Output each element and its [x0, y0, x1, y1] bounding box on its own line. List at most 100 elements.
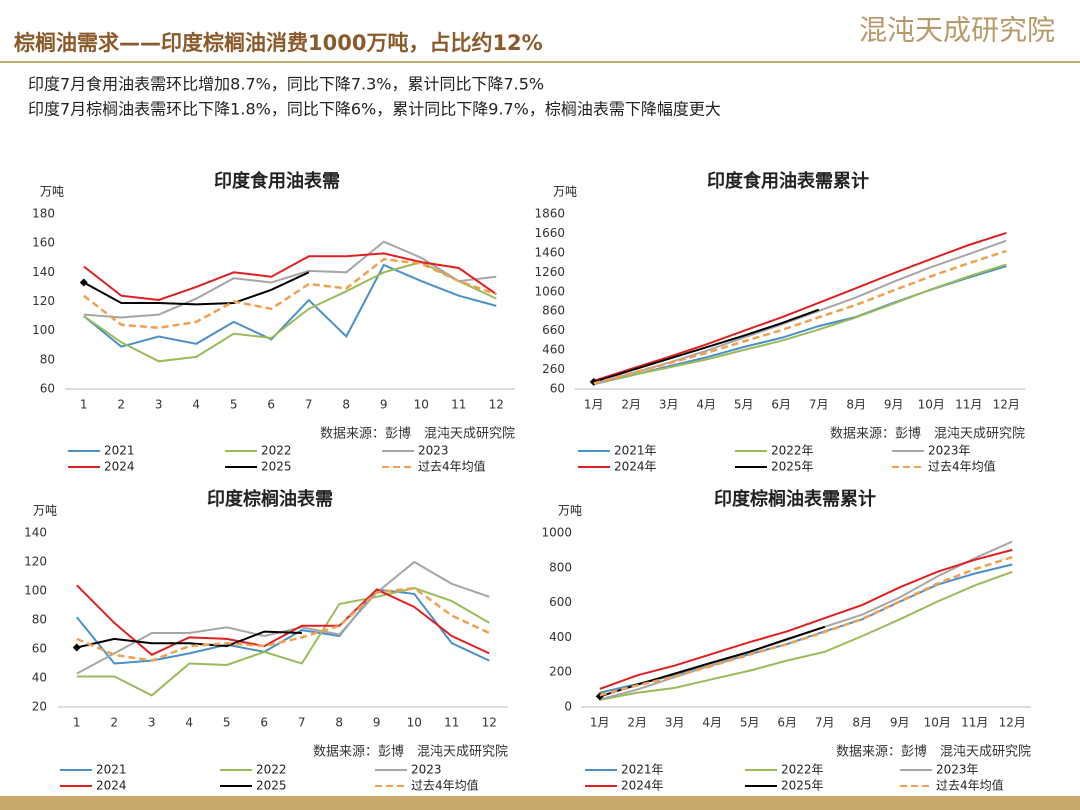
slide-title: 棕榈油需求——印度棕榈油消费1000万吨，占比约12%: [14, 31, 543, 55]
y-tick-label: 80: [40, 352, 55, 366]
x-tick-label: 10月: [918, 398, 945, 412]
y-tick-label: 1660: [534, 226, 565, 240]
legend-label: 2022: [256, 763, 287, 777]
x-tick-label: 9: [373, 716, 381, 730]
x-tick-label: 4月: [696, 398, 716, 412]
x-tick-label: 8: [335, 716, 343, 730]
chart-title: 印度棕榈油表需: [207, 488, 333, 510]
x-tick-label: 4: [185, 716, 193, 730]
legend-label: 2023: [418, 444, 449, 458]
chart-title: 印度食用油表需累计: [707, 170, 869, 192]
x-tick-label: 1月: [584, 398, 604, 412]
legend-label: 过去4年均值: [411, 778, 479, 793]
y-tick-label: 40: [32, 671, 47, 685]
y-tick-label: 400: [549, 630, 572, 644]
y-unit: 万吨: [553, 185, 577, 199]
marker: [79, 278, 88, 287]
source: 数据来源：彭博 混沌天成研究院: [836, 745, 1031, 760]
y-tick-label: 20: [32, 700, 47, 714]
x-tick-label: 2: [110, 716, 118, 730]
x-tick-label: 3月: [659, 398, 679, 412]
y-tick-label: 460: [542, 343, 565, 357]
x-tick-label: 3: [155, 398, 163, 412]
series-line: [593, 231, 1007, 382]
x-tick-label: 4月: [702, 716, 722, 730]
y-tick-label: 100: [24, 584, 47, 598]
y-tick-label: 120: [24, 555, 47, 569]
source: 数据来源：彭博 混沌天成研究院: [320, 427, 515, 442]
x-tick-label: 5: [223, 716, 231, 730]
y-tick-label: 140: [32, 265, 55, 279]
x-tick-label: 1: [80, 398, 88, 412]
y-tick-label: 60: [32, 642, 47, 656]
x-tick-label: 7: [298, 716, 306, 730]
x-tick-label: 7: [305, 398, 313, 412]
legend-label: 2023年: [928, 444, 971, 458]
x-tick-label: 10: [407, 716, 422, 730]
x-tick-label: 2: [117, 398, 125, 412]
source: 数据来源：彭博 混沌天成研究院: [830, 427, 1025, 442]
series-line: [76, 630, 302, 649]
series-line: [593, 249, 1007, 385]
x-tick-label: 6月: [777, 716, 797, 730]
legend-label: 过去4年均值: [928, 459, 996, 474]
x-tick-label: 6月: [771, 398, 791, 412]
series-line: [599, 540, 1013, 701]
y-tick-label: 860: [542, 304, 565, 318]
series-line: [599, 570, 1013, 701]
y-tick-label: 260: [542, 362, 565, 376]
x-tick-label: 5月: [734, 398, 754, 412]
series-line: [593, 308, 820, 383]
y-tick-label: 100: [32, 323, 55, 337]
y-tick-label: 180: [32, 207, 55, 221]
y-tick-label: 600: [549, 595, 572, 609]
x-tick-label: 12月: [999, 716, 1026, 730]
y-tick-label: 660: [542, 323, 565, 337]
x-tick-label: 8月: [852, 716, 872, 730]
y-tick-label: 60: [40, 382, 55, 396]
legend-label: 2021年: [614, 444, 657, 458]
legend-label: 2021: [104, 444, 135, 458]
y-tick-label: 800: [549, 560, 572, 574]
marker: [72, 643, 81, 652]
legend-label: 2025年: [781, 779, 824, 793]
series-line: [83, 257, 497, 330]
x-tick-label: 9月: [890, 716, 910, 730]
x-tick-label: 11月: [961, 716, 988, 730]
x-tick-label: 8月: [846, 398, 866, 412]
y-tick-label: 1260: [534, 265, 565, 279]
note: 印度7月食用油表需环比增加8.7%，同比下降7.3%，累计同比下降7.5%: [28, 75, 544, 94]
legend-label: 2021年: [621, 763, 664, 777]
x-tick-label: 2月: [621, 398, 641, 412]
x-tick-label: 9月: [884, 398, 904, 412]
x-tick-label: 3: [148, 716, 156, 730]
legend-label: 2022年: [771, 444, 814, 458]
x-tick-label: 12月: [993, 398, 1020, 412]
legend-label: 过去4年均值: [936, 778, 1004, 793]
series-line: [76, 587, 490, 697]
series-line: [76, 586, 490, 662]
source: 数据来源：彭博 混沌天成研究院: [313, 745, 508, 760]
y-tick-label: 1460: [534, 245, 565, 259]
legend-label: 2023年: [936, 763, 979, 777]
logo: 混沌天成研究院: [859, 14, 1055, 47]
x-tick-label: 11: [451, 398, 466, 412]
x-tick-label: 8: [342, 398, 350, 412]
series-line: [599, 555, 1013, 697]
series-line: [76, 584, 490, 656]
note: 印度7月棕榈油表需环比下降1.8%，同比下降6%，累计同比下降9.7%，棕榈油表…: [28, 100, 721, 119]
x-tick-label: 6: [260, 716, 268, 730]
series-line: [593, 263, 1007, 386]
series-line: [83, 263, 497, 348]
y-unit: 万吨: [33, 504, 57, 518]
x-tick-label: 1月: [590, 716, 610, 730]
legend-label: 2024: [96, 779, 127, 793]
x-tick-label: 5: [230, 398, 238, 412]
legend-label: 2025: [261, 460, 292, 474]
x-tick-label: 4: [192, 398, 200, 412]
series-line: [83, 271, 310, 306]
legend-label: 2022: [261, 444, 292, 458]
series-line: [599, 563, 1013, 694]
x-tick-label: 12: [489, 398, 504, 412]
series-line: [599, 548, 1013, 690]
